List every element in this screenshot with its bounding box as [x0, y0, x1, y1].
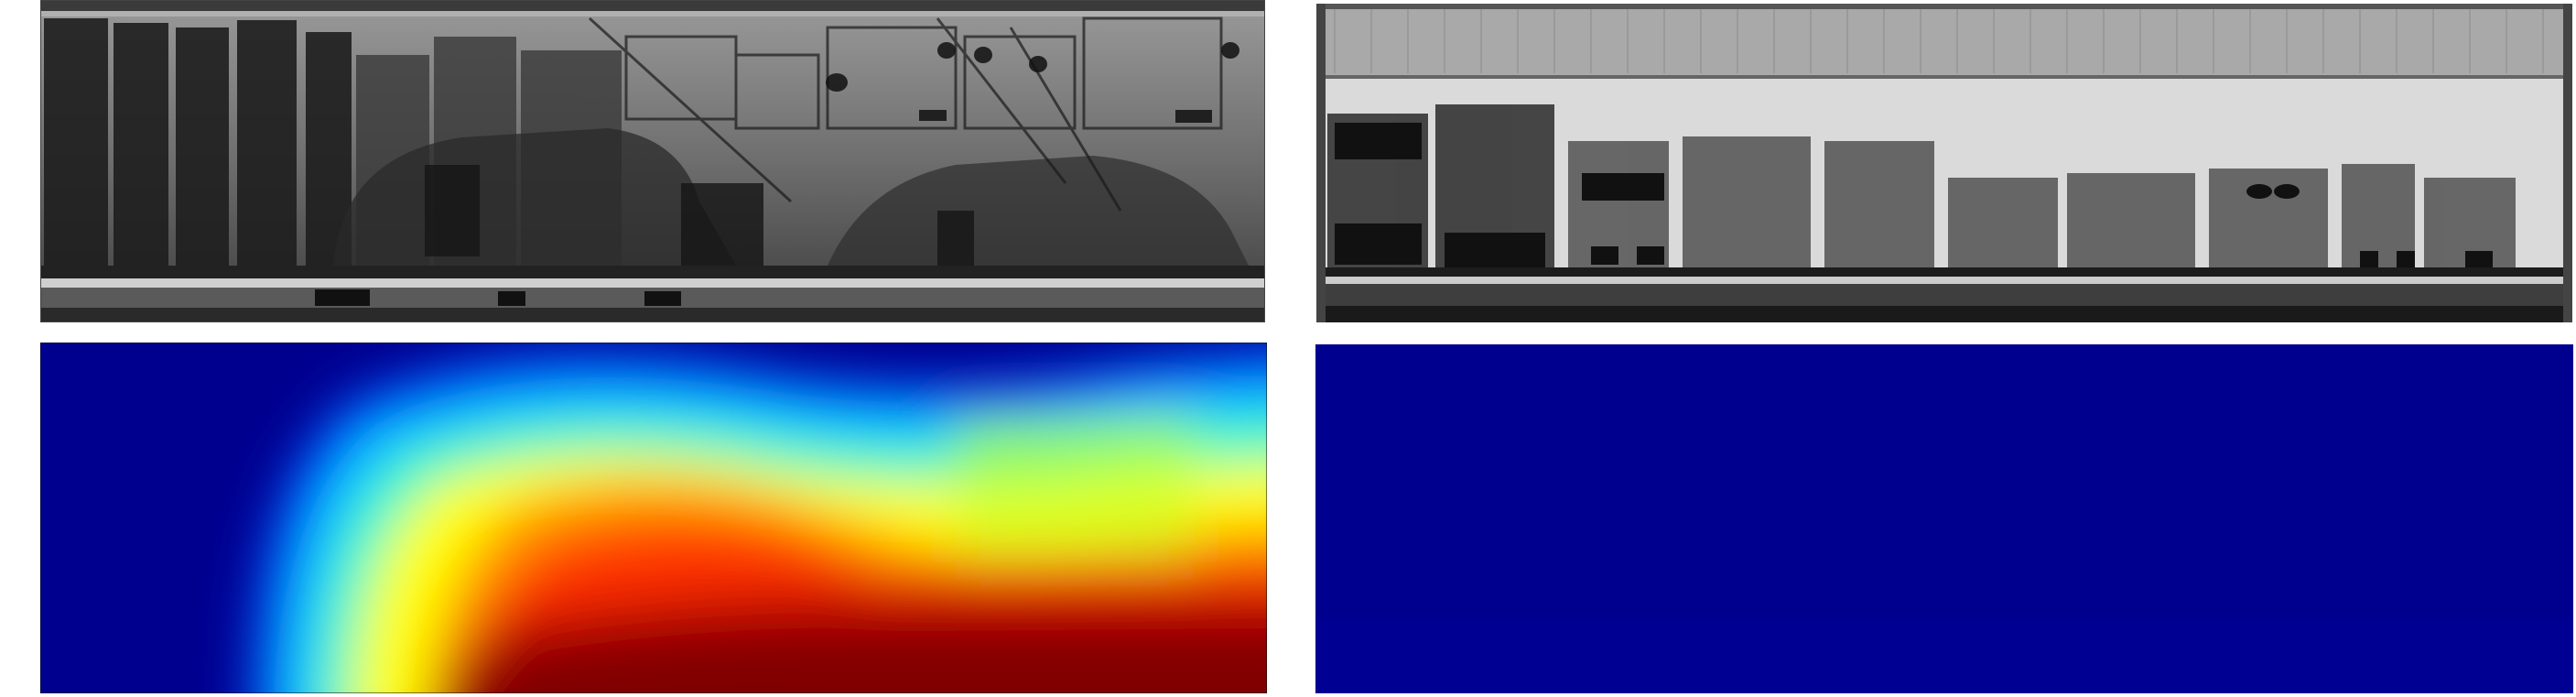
heatmap-dense-image [40, 343, 1267, 693]
heatmap-sparse-image [1315, 344, 2573, 693]
heatmap-sparse-panel [1315, 344, 2573, 693]
xray-scan-dense-panel [40, 0, 1265, 322]
xray-scan-sparse-panel [1316, 4, 2572, 322]
heatmap-dense-panel [40, 343, 1267, 693]
xray-scan-dense-image [40, 0, 1265, 322]
xray-scan-sparse-image [1316, 4, 2572, 322]
